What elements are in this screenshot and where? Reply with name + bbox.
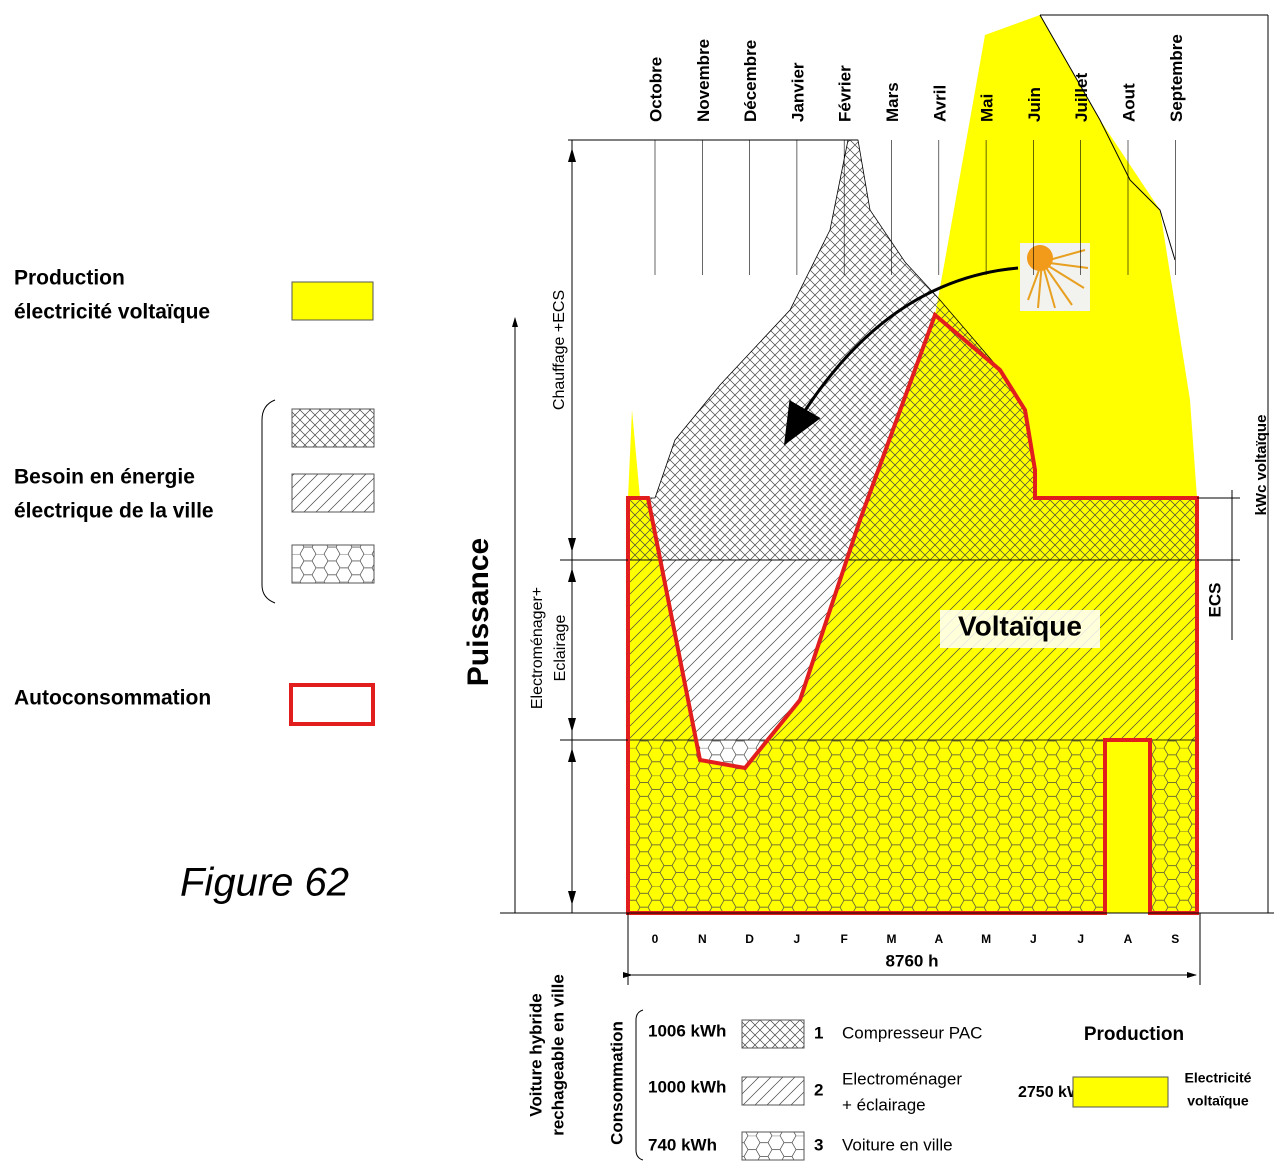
sun	[783, 243, 1090, 446]
areas	[626, 14, 1199, 915]
month-label: Aout	[1119, 83, 1138, 122]
band-label: Voiture hybride	[526, 993, 545, 1116]
month-label: Juin	[1025, 87, 1044, 122]
legend-swatch	[289, 683, 375, 726]
item-label: Compresseur PAC	[842, 1023, 982, 1042]
legend-swatch	[741, 1019, 805, 1049]
legend-title: Production	[1084, 1024, 1184, 1045]
month-initial: N	[698, 932, 707, 946]
axes: 8760 h Puissance Chauffage +ECS Electrom…	[462, 14, 1274, 1136]
item-label: + éclairage	[842, 1095, 926, 1114]
energy: 1000 kWh	[648, 1077, 726, 1096]
item-number: 2	[814, 1080, 823, 1099]
figure-label: Figure 62	[180, 861, 349, 905]
month-label: Janvier	[788, 62, 807, 122]
item-label: Voiture en ville	[842, 1135, 953, 1154]
legend-swatch	[291, 281, 374, 321]
sun-disc	[1027, 245, 1053, 271]
month-initial: F	[841, 932, 848, 946]
legend-text: Autoconsommation	[14, 687, 211, 710]
legend-swatch	[291, 473, 375, 513]
legend-swatch	[741, 1131, 805, 1161]
energy: 1006 kWh	[648, 1021, 726, 1040]
month-label: Avril	[930, 85, 949, 122]
band-label: Eclairage	[552, 615, 569, 682]
august-bar	[1105, 740, 1150, 913]
item-label: Electricité	[1185, 1070, 1252, 1086]
legend: Production électricité voltaïque Besoin …	[14, 267, 375, 905]
legend-swatch	[1072, 1076, 1169, 1108]
month-initial: J	[794, 932, 801, 946]
month-initial: M	[887, 932, 897, 946]
month-label: Mai	[978, 94, 997, 122]
legend-swatch	[291, 408, 375, 448]
car-need	[628, 740, 1197, 913]
right-dimension	[1040, 14, 1268, 640]
item-number: 3	[814, 1135, 823, 1154]
y-axis-label: Puissance	[462, 538, 495, 686]
month-initial: 0	[652, 932, 659, 946]
dimension-ticks	[560, 139, 858, 741]
bottom-legend: Consommation 1006 kWh 1 Compresseur PAC …	[607, 1009, 1252, 1161]
outline	[1039, 14, 1176, 261]
item-number: 1	[814, 1023, 823, 1042]
legend-text: Production	[14, 267, 125, 290]
month-initial: A	[934, 932, 943, 946]
band-label: Chauffage +ECS	[551, 290, 568, 410]
item-label: Electroménager	[842, 1069, 962, 1088]
energy: 740 kWh	[648, 1135, 717, 1154]
item-label: voltaïque	[1187, 1093, 1249, 1109]
months: Octobre Novembre Décembre Janvier Février Mar…	[646, 34, 1185, 946]
month-label: Décembre	[741, 40, 760, 122]
month-label: Mars	[883, 82, 902, 122]
month-initial: M	[981, 932, 991, 946]
right-label: ECS	[1205, 583, 1224, 618]
month-initial: D	[745, 932, 754, 946]
center-label: Voltaïque	[958, 610, 1082, 641]
bracket	[261, 399, 276, 604]
band-label: rechageable en ville	[548, 974, 567, 1136]
band-label: Electroménager+	[529, 587, 546, 709]
legend-text: électrique de la ville	[14, 500, 214, 523]
legend-title: Consommation	[607, 1021, 626, 1145]
month-label: Octobre	[646, 57, 665, 122]
month-initial: A	[1124, 932, 1133, 946]
month-initial: J	[1030, 932, 1037, 946]
month-label: Février	[836, 65, 855, 122]
right-label: kWc voltaïque	[1253, 415, 1270, 516]
legend-text: Besoin en énergie	[14, 466, 195, 489]
duration: 8760 h	[886, 951, 939, 970]
autoconsommation-outline	[626, 311, 1199, 915]
legend-swatch	[291, 544, 375, 584]
legend-text: électricité voltaïque	[14, 301, 210, 324]
month-label: Juillet	[1072, 73, 1091, 122]
month-label: Septembre	[1167, 34, 1186, 122]
month-label: Novembre	[694, 39, 713, 122]
month-initial: S	[1171, 932, 1179, 946]
appliance-need	[627, 559, 1198, 741]
arrow	[783, 266, 1019, 446]
legend-swatch	[741, 1076, 805, 1106]
production-area	[628, 15, 1197, 498]
month-initial: J	[1077, 932, 1084, 946]
